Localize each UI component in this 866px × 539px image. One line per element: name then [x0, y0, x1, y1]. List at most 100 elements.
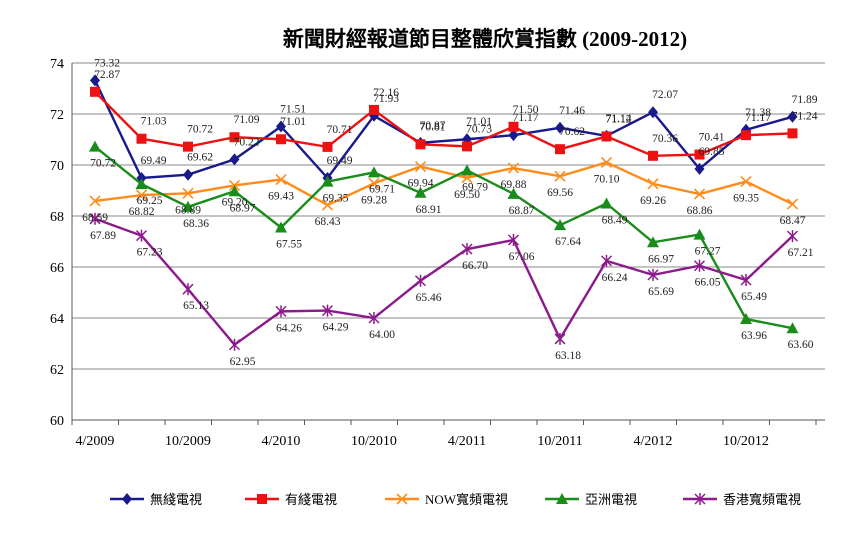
legend: 無綫電視 有綫電視 NOW寬頻電視 亞洲電視 香港寬頻電視 [110, 492, 801, 507]
x-tick-label: 4/2010 [262, 434, 301, 449]
axes: 60 62 64 66 68 70 72 74 4/2009 10/2009 4/2010 10/20… [50, 57, 825, 449]
data-label: 69.26 [640, 195, 666, 207]
data-point-triangle [135, 178, 148, 190]
data-point-diamond [276, 120, 286, 133]
legend-label: 亞洲電視 [585, 492, 637, 507]
marker-stroke [321, 199, 334, 211]
data-point-x [693, 188, 706, 200]
data-point-square [183, 141, 193, 152]
data-point-asterisk [414, 274, 427, 287]
data-label: 71.01 [466, 116, 492, 128]
x-tick-label: 10/2009 [165, 434, 211, 449]
data-label: 69.25 [137, 195, 163, 207]
data-point-triangle [554, 219, 566, 231]
data-point-triangle [600, 197, 613, 209]
data-label: 69.56 [547, 187, 573, 199]
data-label: 70.71 [327, 124, 353, 136]
data-label: 68.36 [183, 218, 209, 230]
marker-stroke [554, 170, 566, 182]
data-label: 66.97 [648, 253, 674, 265]
data-point-square [369, 104, 379, 115]
data-point-triangle [182, 200, 194, 212]
legend-label: 香港寬頻電視 [723, 492, 801, 507]
data-label: 69.43 [268, 191, 294, 203]
legend-item: 亞洲電視 [545, 492, 637, 507]
data-point-x [786, 198, 799, 210]
data-label: 70.87 [420, 120, 446, 132]
data-label: 69.71 [369, 183, 395, 195]
data-point-x [182, 187, 194, 199]
data-point-x [554, 170, 566, 182]
data-labels: 73.32 69.49 69.62 70.22 71.51 69.49 71.93 70.87… [82, 57, 818, 367]
data-point-x [368, 177, 380, 189]
data-point-triangle [461, 164, 473, 176]
data-point-asterisk [182, 283, 194, 296]
series-line [93, 79, 793, 180]
data-label: 68.87 [509, 205, 535, 217]
data-label: 69.49 [141, 155, 167, 167]
data-point-square [90, 86, 100, 97]
data-label: 70.72 [187, 124, 213, 136]
data-label: 69.28 [361, 194, 387, 206]
series-line [94, 90, 793, 158]
series-line [94, 217, 794, 347]
x-tick-label: 4/2012 [634, 434, 673, 449]
data-point-square [787, 128, 798, 139]
series-line [94, 145, 793, 330]
data-label: 73.32 [94, 57, 120, 69]
data-point-diamond [694, 162, 705, 175]
x-tick-label: 4/2011 [448, 434, 486, 449]
data-label: 68.82 [129, 206, 155, 218]
y-tick-label: 74 [50, 57, 64, 72]
data-point-asterisk [275, 305, 287, 318]
data-label: 71.38 [745, 107, 771, 119]
data-point-asterisk [647, 268, 659, 281]
data-label: 67.06 [509, 251, 535, 263]
data-label: 66.70 [462, 260, 488, 272]
y-tick-label: 64 [50, 312, 64, 327]
data-label: 65.46 [416, 292, 442, 304]
data-label: 71.89 [792, 94, 818, 106]
data-label: 64.26 [276, 322, 302, 334]
data-label: 70.72 [90, 158, 116, 170]
x-tick-label: 10/2011 [537, 434, 582, 449]
data-label: 69.35 [323, 193, 349, 205]
data-point-square [136, 133, 147, 144]
marker-stroke [786, 198, 799, 210]
data-point-triangle [507, 187, 520, 199]
marker-stroke [693, 188, 706, 200]
data-label: 69.62 [187, 152, 213, 164]
data-label: 66.24 [602, 272, 628, 284]
data-label: 64.29 [323, 322, 349, 334]
data-label: 70.22 [234, 136, 260, 148]
data-point-triangle [228, 185, 241, 197]
data-label: 65.13 [183, 300, 209, 312]
data-point-diamond [555, 121, 565, 134]
data-point-square [462, 141, 472, 152]
data-label: 67.64 [555, 236, 581, 248]
data-label: 67.21 [788, 247, 814, 259]
data-point-asterisk [554, 332, 566, 345]
legend-label: 無綫電視 [150, 492, 202, 507]
marker-stroke [135, 189, 148, 201]
y-tick-label: 60 [50, 414, 64, 429]
chart-title: 新聞財經報道節目整體欣賞指數 (2009-2012) [283, 27, 687, 51]
series-1 [90, 86, 798, 161]
y-tick-label: 68 [50, 210, 64, 225]
data-point-diamond [90, 74, 100, 87]
data-label: 70.10 [594, 173, 620, 185]
data-label: 65.69 [648, 286, 674, 298]
data-label: 70.81 [420, 121, 446, 133]
data-label: 67.89 [90, 230, 116, 242]
grid-lines [72, 62, 825, 421]
marker-stroke [647, 178, 659, 190]
data-point-asterisk [740, 274, 752, 287]
data-label: 71.14 [606, 113, 632, 125]
data-label: 71.46 [559, 105, 585, 117]
data-label: 69.94 [408, 178, 434, 190]
x-tick-label: 10/2012 [723, 434, 769, 449]
data-point-asterisk [600, 254, 613, 267]
data-point-x [740, 176, 752, 188]
data-point-diamond [229, 153, 240, 166]
